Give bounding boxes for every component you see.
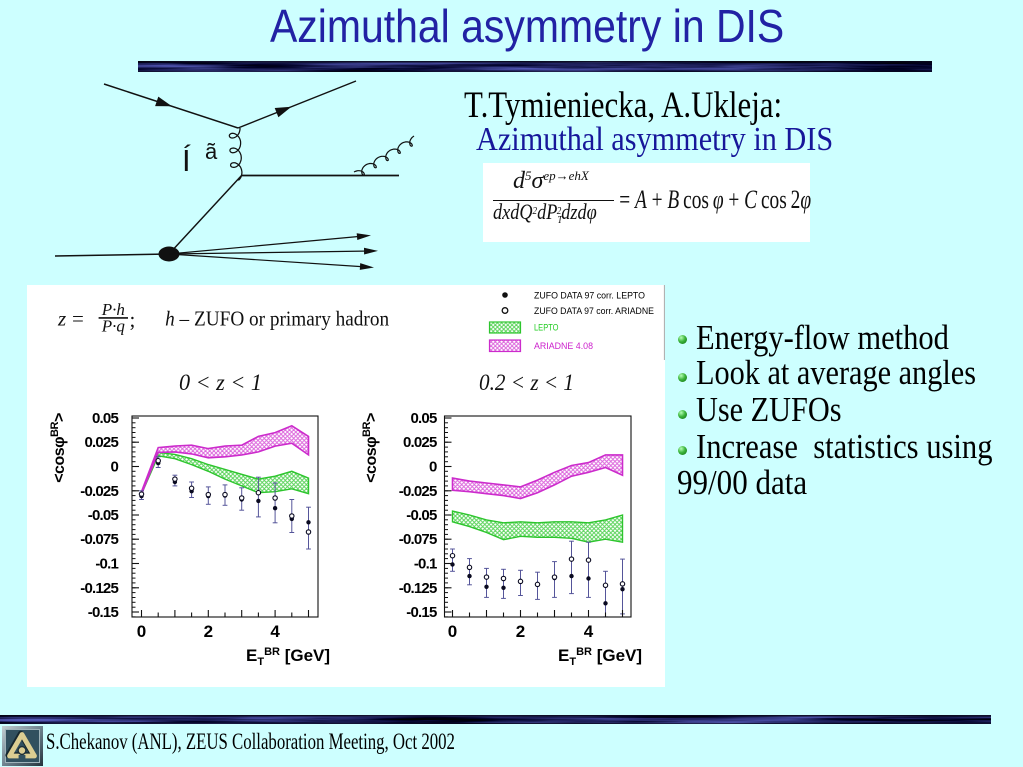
svg-text:ETBR [GeV]: ETBR [GeV]: [246, 646, 330, 668]
svg-text:-0.1: -0.1: [414, 556, 437, 573]
svg-text:0: 0: [137, 622, 146, 641]
svg-text:-0.075: -0.075: [399, 531, 437, 548]
svg-text:4: 4: [270, 622, 280, 641]
svg-text:=: =: [72, 306, 84, 330]
svg-text:0: 0: [448, 622, 457, 641]
svg-text:0: 0: [429, 459, 437, 476]
svg-text:0.025: 0.025: [403, 434, 437, 451]
svg-text:4: 4: [584, 622, 594, 641]
svg-text:2: 2: [204, 622, 213, 641]
svg-text:<cosφBR>: <cosφBR>: [49, 413, 68, 483]
svg-text:P·h: P·h: [101, 300, 125, 319]
svg-text:-0.15: -0.15: [406, 604, 437, 621]
svg-text:ETBR [GeV]: ETBR [GeV]: [558, 646, 642, 668]
svg-text:P·q: P·q: [101, 316, 126, 335]
svg-text:-0.15: -0.15: [88, 604, 119, 621]
svg-text:LEPTO: LEPTO: [534, 323, 559, 334]
svg-text:-0.075: -0.075: [80, 531, 118, 548]
svg-text:-0.1: -0.1: [95, 556, 118, 573]
svg-text:<cosφBR>: <cosφBR>: [361, 413, 380, 483]
svg-text:0.05: 0.05: [411, 410, 437, 427]
svg-text:0 < z < 1: 0 < z < 1: [179, 370, 262, 395]
svg-text:-0.025: -0.025: [399, 483, 437, 500]
svg-text:-0.125: -0.125: [399, 580, 437, 597]
svg-text:ZUFO DATA 97 corr. ARIADNE: ZUFO DATA 97 corr. ARIADNE: [534, 306, 654, 317]
svg-text:2: 2: [516, 622, 525, 641]
svg-text:z: z: [57, 306, 66, 330]
svg-text:;: ;: [130, 308, 136, 332]
svg-text:0.2 < z < 1: 0.2 < z < 1: [479, 370, 574, 395]
svg-text:0.025: 0.025: [84, 434, 118, 451]
svg-text:0.05: 0.05: [92, 410, 118, 427]
svg-text:-0.05: -0.05: [406, 507, 437, 524]
svg-text:-0.05: -0.05: [88, 507, 119, 524]
svg-text:-0.125: -0.125: [80, 580, 118, 597]
svg-text:0: 0: [110, 459, 118, 476]
svg-text:ZUFO DATA 97 corr. LEPTO: ZUFO DATA 97 corr. LEPTO: [534, 291, 645, 302]
svg-text:-0.025: -0.025: [80, 483, 118, 500]
svg-text:h – ZUFO or primary hadron: h – ZUFO or primary hadron: [165, 306, 389, 330]
svg-text:ARIADNE 4.08: ARIADNE 4.08: [534, 341, 593, 352]
